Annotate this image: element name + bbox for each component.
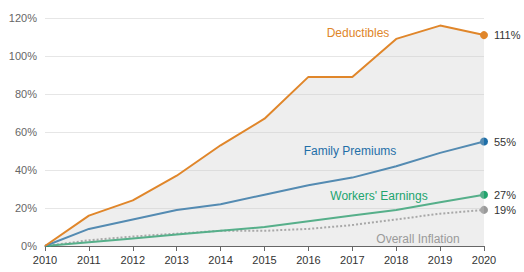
svg-text:100%: 100%	[9, 50, 37, 62]
svg-text:Overall Inflation: Overall Inflation	[376, 232, 459, 246]
svg-text:2014: 2014	[208, 254, 232, 266]
svg-text:2019: 2019	[428, 254, 452, 266]
svg-text:111%: 111%	[494, 29, 521, 41]
svg-text:2012: 2012	[121, 254, 145, 266]
svg-text:Family Premiums: Family Premiums	[304, 144, 397, 158]
svg-text:2011: 2011	[77, 254, 101, 266]
svg-text:27%: 27%	[494, 189, 516, 201]
svg-text:60%: 60%	[15, 126, 37, 138]
svg-text:2010: 2010	[33, 254, 57, 266]
svg-text:80%: 80%	[15, 88, 37, 100]
svg-text:2017: 2017	[340, 254, 364, 266]
svg-text:2016: 2016	[296, 254, 320, 266]
svg-text:2018: 2018	[384, 254, 408, 266]
svg-text:120%: 120%	[9, 12, 37, 24]
svg-text:20%: 20%	[15, 202, 37, 214]
svg-text:2013: 2013	[164, 254, 188, 266]
svg-text:19%: 19%	[494, 204, 516, 216]
svg-text:40%: 40%	[15, 164, 37, 176]
svg-text:0%: 0%	[21, 240, 37, 252]
svg-text:Deductibles: Deductibles	[327, 26, 390, 40]
svg-text:2015: 2015	[252, 254, 276, 266]
svg-text:2020: 2020	[472, 254, 496, 266]
svg-text:Workers' Earnings: Workers' Earnings	[330, 189, 427, 203]
svg-text:55%: 55%	[494, 136, 516, 148]
